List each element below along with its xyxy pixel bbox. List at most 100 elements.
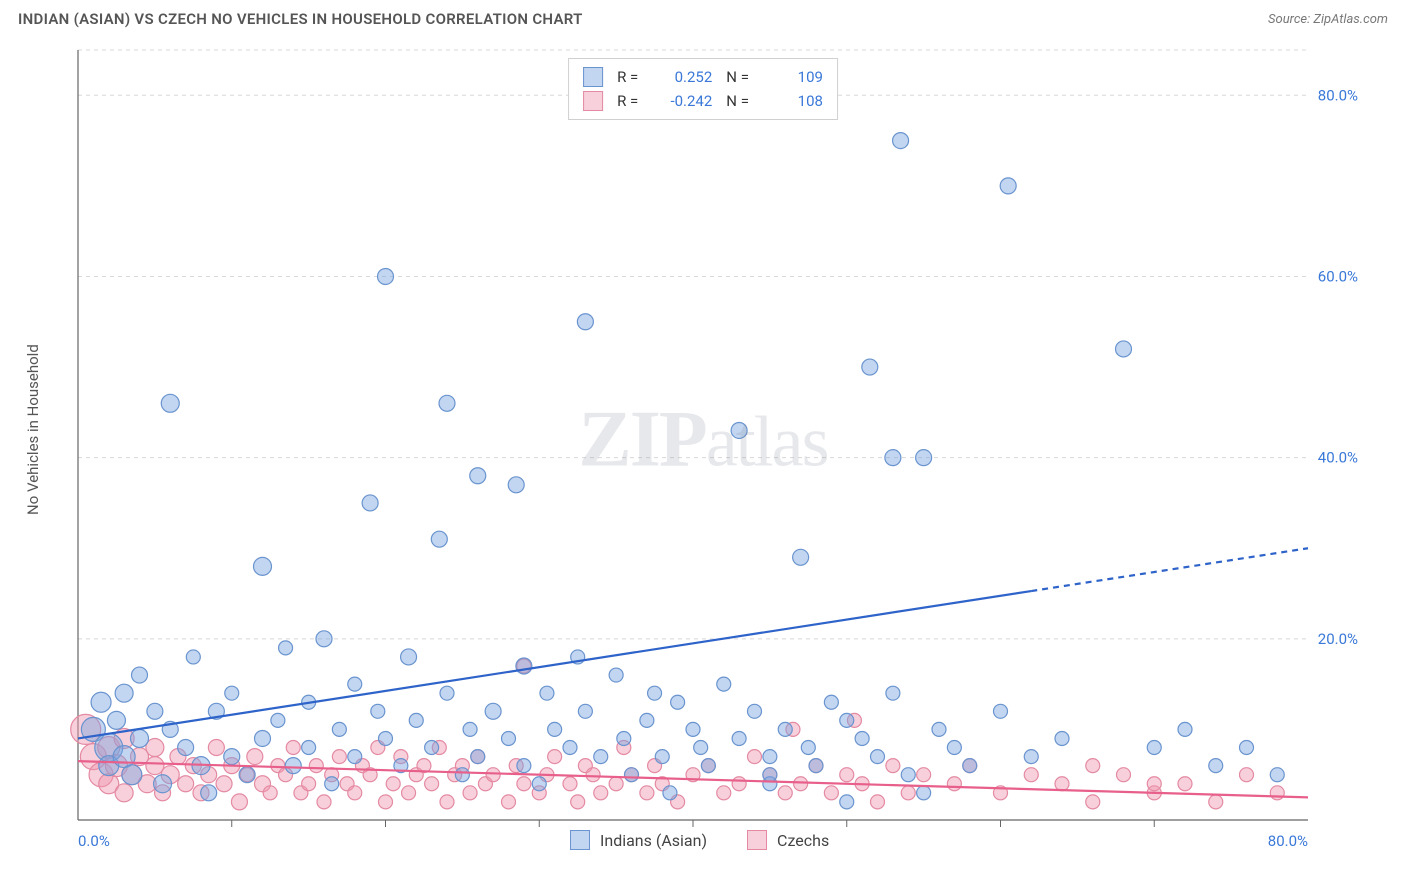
scatter-chart-svg: 0.0%80.0%20.0%40.0%60.0%80.0%No Vehicles…	[18, 40, 1388, 874]
scatter-point	[1024, 768, 1038, 782]
scatter-point	[840, 768, 854, 782]
scatter-point	[470, 468, 486, 484]
scatter-point	[748, 704, 762, 718]
scatter-point	[625, 768, 639, 782]
stats-legend-row: R =0.252N =109	[583, 65, 823, 89]
scatter-point	[824, 695, 838, 709]
scatter-point	[694, 741, 708, 755]
scatter-point	[224, 749, 240, 765]
scatter-point	[178, 740, 194, 756]
scatter-point	[285, 758, 301, 774]
scatter-point	[154, 775, 172, 793]
x-tick-label: 80.0%	[1268, 832, 1308, 850]
scatter-point	[132, 667, 148, 683]
scatter-point	[517, 777, 531, 791]
scatter-point	[732, 731, 746, 745]
scatter-point	[115, 684, 133, 702]
stats-legend-row: R =-0.242N =108	[583, 89, 823, 113]
scatter-point	[640, 713, 654, 727]
scatter-point	[901, 786, 915, 800]
scatter-point	[1270, 768, 1284, 782]
scatter-point	[871, 795, 885, 809]
legend-swatch	[583, 91, 603, 111]
trend-line	[78, 591, 1031, 738]
scatter-point	[348, 677, 362, 691]
scatter-point	[763, 768, 777, 782]
scatter-point	[594, 750, 608, 764]
scatter-point	[532, 777, 546, 791]
scatter-point	[1055, 731, 1069, 745]
scatter-point	[801, 741, 815, 755]
legend-swatch	[747, 830, 767, 850]
scatter-point	[571, 795, 585, 809]
scatter-point	[548, 750, 562, 764]
scatter-point	[617, 731, 631, 745]
scatter-point	[886, 759, 900, 773]
scatter-point	[663, 786, 677, 800]
scatter-point	[508, 477, 524, 493]
scatter-point	[1270, 786, 1284, 800]
n-label: N =	[726, 65, 749, 89]
scatter-point	[609, 668, 623, 682]
scatter-point	[809, 759, 823, 773]
scatter-point	[122, 765, 142, 785]
scatter-point	[640, 786, 654, 800]
scatter-point	[578, 704, 592, 718]
legend-swatch	[570, 830, 590, 850]
scatter-point	[1116, 341, 1132, 357]
scatter-point	[115, 784, 133, 802]
scatter-point	[648, 686, 662, 700]
scatter-point	[1240, 768, 1254, 782]
scatter-point	[309, 759, 323, 773]
scatter-point	[1000, 178, 1016, 194]
scatter-point	[1178, 777, 1192, 791]
scatter-point	[731, 422, 747, 438]
scatter-point	[862, 359, 878, 375]
scatter-point	[178, 776, 194, 792]
chart-header: INDIAN (ASIAN) VS CZECH NO VEHICLES IN H…	[0, 0, 1406, 34]
scatter-point	[885, 450, 901, 466]
scatter-point	[231, 794, 247, 810]
scatter-point	[963, 759, 977, 773]
scatter-point	[440, 795, 454, 809]
scatter-point	[671, 695, 685, 709]
scatter-point	[216, 776, 232, 792]
scatter-point	[147, 703, 163, 719]
scatter-point	[1147, 741, 1161, 755]
scatter-point	[255, 730, 271, 746]
bottom-legend-item: Czechs	[747, 830, 829, 850]
scatter-point	[302, 741, 316, 755]
scatter-point	[362, 495, 378, 511]
scatter-point	[871, 750, 885, 764]
scatter-point	[916, 450, 932, 466]
scatter-point	[332, 750, 346, 764]
n-value: 109	[763, 65, 823, 89]
y-axis-title: No Vehicles in Household	[24, 344, 42, 515]
scatter-point	[686, 722, 700, 736]
scatter-point	[440, 686, 454, 700]
scatter-point	[577, 314, 593, 330]
scatter-point	[225, 686, 239, 700]
scatter-point	[208, 740, 224, 756]
scatter-point	[540, 686, 554, 700]
scatter-point	[348, 786, 362, 800]
scatter-point	[486, 768, 500, 782]
r-label: R =	[617, 89, 638, 113]
chart-title: INDIAN (ASIAN) VS CZECH NO VEHICLES IN H…	[18, 10, 583, 28]
scatter-point	[893, 133, 909, 149]
scatter-point	[717, 677, 731, 691]
scatter-point	[239, 767, 255, 783]
scatter-point	[1240, 741, 1254, 755]
scatter-point	[917, 768, 931, 782]
chart-area: 0.0%80.0%20.0%40.0%60.0%80.0%No Vehicles…	[18, 40, 1388, 874]
scatter-point	[379, 795, 393, 809]
scatter-point	[107, 711, 125, 729]
scatter-point	[425, 777, 439, 791]
scatter-point	[855, 731, 869, 745]
scatter-point	[517, 759, 531, 773]
scatter-point	[778, 786, 792, 800]
scatter-point	[548, 722, 562, 736]
scatter-point	[824, 786, 838, 800]
r-label: R =	[617, 65, 638, 89]
scatter-point	[594, 786, 608, 800]
